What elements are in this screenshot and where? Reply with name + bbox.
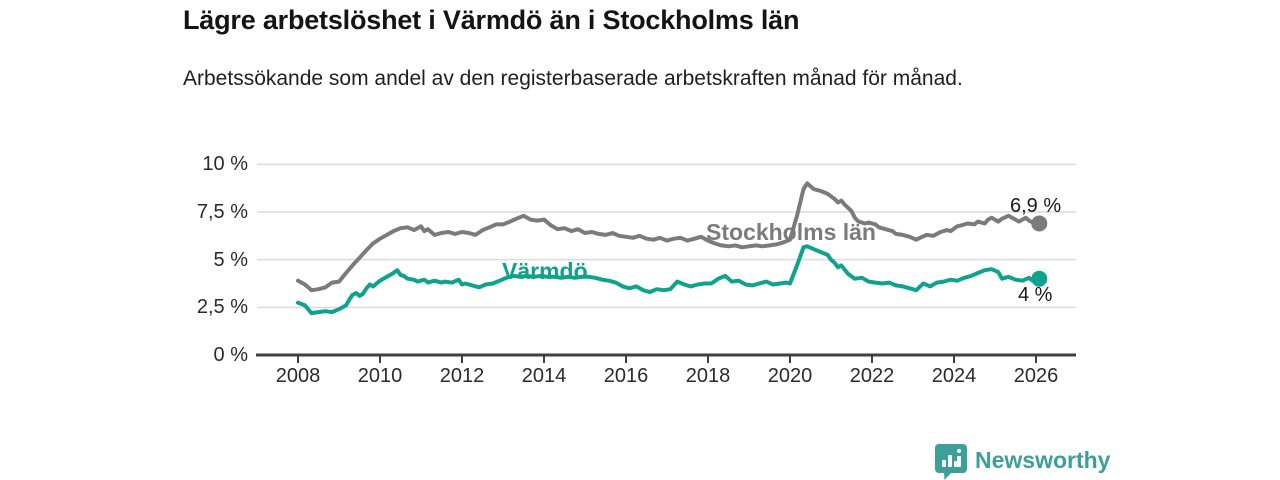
x-tick-label: 2020 — [767, 365, 813, 387]
series-endpoint-dot-varmdo — [1031, 270, 1048, 287]
page-title: Lägre arbetslöshet i Värmdö än i Stockho… — [183, 5, 800, 35]
x-tick-label: 2026 — [1013, 365, 1059, 387]
series-endpoint-dot-stockholms-lan — [1031, 215, 1048, 232]
y-tick-label: 5 % — [213, 248, 248, 271]
x-tick-label: 2012 — [439, 365, 485, 387]
y-tick-label: 2,5 % — [196, 296, 248, 319]
series-label-stockholms-lan: Stockholms län — [706, 219, 876, 245]
x-tick-label: 2016 — [603, 365, 649, 387]
x-tick-label: 2022 — [849, 365, 895, 387]
end-value-label-stockholms-lan: 6,9 % — [1010, 195, 1062, 217]
x-tick-label: 2008 — [275, 365, 321, 387]
series-label-varmdo: Värmdö — [502, 258, 588, 284]
x-tick-label: 2010 — [357, 365, 403, 387]
newsworthy-logo[interactable]: Newsworthy — [934, 443, 1110, 480]
x-tick-label: 2018 — [685, 365, 731, 387]
x-tick-label: 2024 — [931, 365, 977, 387]
series-line-stockholms-lan — [296, 181, 1042, 293]
y-tick-label: 0 % — [213, 344, 248, 366]
newsworthy-logo-text: Newsworthy — [975, 447, 1111, 473]
y-tick-label: 10 % — [202, 153, 248, 176]
chart-subtitle: Arbetssökande som andel av den registerb… — [183, 67, 963, 90]
newsworthy-logo-icon — [934, 443, 968, 480]
series-line-varmdo — [296, 244, 1042, 316]
end-value-label-varmdo: 4 % — [1018, 284, 1053, 306]
y-tick-label: 7,5 % — [196, 201, 248, 224]
x-tick-label: 2014 — [521, 365, 567, 387]
